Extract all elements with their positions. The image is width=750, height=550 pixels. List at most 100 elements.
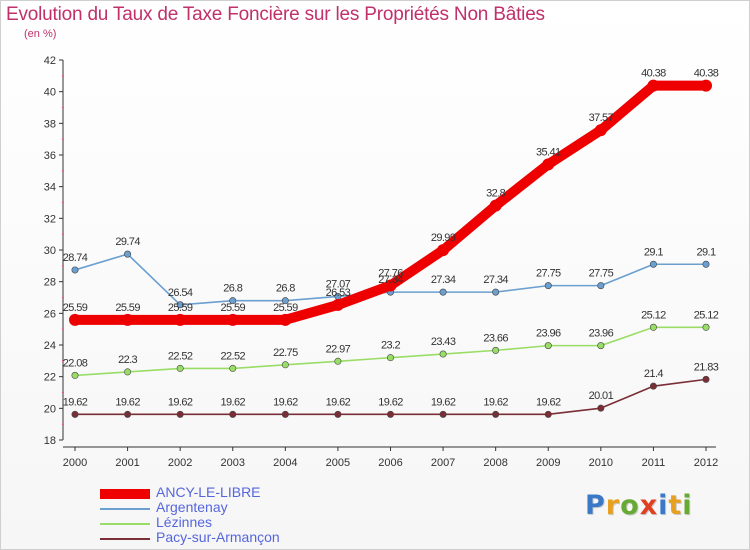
- data-point: [124, 368, 132, 376]
- data-label: 37.57: [589, 112, 614, 124]
- y-minor-tick: [62, 359, 64, 362]
- data-point: [226, 313, 239, 326]
- x-tick-label: 2010: [589, 457, 613, 469]
- x-tick-label: 2008: [483, 457, 507, 469]
- y-tick-label: 40: [44, 87, 56, 99]
- legend-swatch-pacy-sur-armancon: [100, 538, 150, 540]
- data-label: 23.2: [381, 340, 400, 352]
- data-label: 27.75: [589, 268, 614, 280]
- data-point: [334, 410, 342, 418]
- data-point: [439, 410, 447, 418]
- y-tick-label: 32: [44, 213, 56, 225]
- data-point: [279, 313, 292, 326]
- data-point: [334, 357, 342, 365]
- data-point: [176, 364, 184, 372]
- data-label: 27.34: [431, 274, 456, 286]
- data-label: 27.76: [378, 267, 403, 279]
- data-point: [281, 410, 289, 418]
- data-point: [176, 410, 184, 418]
- data-point: [124, 250, 132, 258]
- data-label: 23.96: [589, 328, 614, 340]
- data-label: 19.62: [63, 396, 88, 408]
- logo-letter: i: [682, 490, 693, 521]
- data-label: 25.59: [220, 302, 245, 314]
- x-tick-label: 2007: [431, 457, 455, 469]
- data-label: 25.12: [641, 309, 666, 321]
- data-labels: 25.59 25.59 25.59 25.59 25.59 26.53 27.76 29.99…: [63, 68, 720, 409]
- x-tick-label: 2004: [273, 457, 297, 469]
- logo-letter: P: [585, 490, 606, 521]
- y-minor-tick: [62, 264, 64, 267]
- data-label: 19.62: [168, 396, 193, 408]
- data-point: [597, 282, 605, 290]
- series-lines: [69, 79, 712, 418]
- x-tick-label: 2001: [115, 457, 139, 469]
- data-label: 19.62: [431, 396, 456, 408]
- data-label: 19.62: [378, 396, 403, 408]
- legend-item-ancy-le-libre: ANCY-LE-LIBRE: [100, 484, 320, 501]
- data-point: [437, 244, 450, 257]
- legend-item-argentenay: Argentenay: [100, 499, 320, 516]
- data-point: [492, 410, 500, 418]
- chart-title: Evolution du Taux de Taxe Foncière sur l…: [6, 4, 545, 25]
- x-tick-label: 2011: [642, 457, 666, 469]
- legend-swatch-argentenay: [100, 508, 150, 510]
- x-tick-label: 2005: [326, 457, 350, 469]
- data-label: 19.62: [483, 396, 508, 408]
- data-label: 23.96: [536, 328, 561, 340]
- data-label: 32.8: [486, 188, 505, 200]
- data-point: [647, 79, 660, 92]
- data-point: [71, 371, 79, 379]
- legend-label-argentenay: Argentenay: [156, 499, 228, 515]
- data-point: [69, 313, 81, 326]
- data-point: [386, 410, 394, 418]
- data-point: [649, 382, 657, 390]
- data-point: [702, 260, 710, 268]
- data-point: [71, 266, 79, 274]
- data-label: 29.1: [696, 246, 715, 258]
- x-tick-label: 2012: [694, 457, 718, 469]
- data-label: 25.59: [168, 302, 193, 314]
- data-point: [544, 342, 552, 350]
- data-label: 22.52: [168, 350, 193, 362]
- data-label: 27.34: [378, 274, 403, 286]
- y-tick-label: 36: [44, 150, 56, 162]
- legend-swatch-lezinnes: [100, 523, 150, 525]
- data-label: 23.43: [431, 336, 456, 348]
- data-point: [71, 410, 79, 418]
- y-tick-label: 20: [44, 403, 56, 415]
- data-label: 26.8: [276, 283, 295, 295]
- proxiti-logo: Proxiti: [585, 490, 693, 521]
- data-point: [281, 361, 289, 369]
- data-label: 40.38: [641, 68, 666, 80]
- y-minor-tick: [62, 233, 64, 236]
- data-point: [386, 354, 394, 362]
- y-minor-tick: [62, 423, 64, 426]
- data-label: 20.01: [589, 390, 614, 402]
- data-point: [176, 301, 184, 309]
- logo-letter: r: [605, 490, 621, 521]
- data-label: 26.53: [326, 287, 351, 299]
- logo-letter: t: [668, 490, 683, 521]
- data-point: [702, 375, 710, 383]
- data-point: [489, 199, 502, 212]
- y-tick-label: 24: [44, 340, 56, 352]
- y-minor-tick: [62, 328, 64, 331]
- data-point: [229, 410, 237, 418]
- y-tick-label: 22: [44, 372, 56, 384]
- data-label: 22.3: [118, 354, 137, 366]
- data-point: [597, 404, 605, 412]
- y-tick-label: 42: [44, 55, 56, 67]
- data-label: 19.62: [536, 396, 561, 408]
- legend-label-pacy-sur-armancon: Pacy-sur-Armançon: [156, 529, 280, 545]
- data-label: 19.62: [273, 396, 298, 408]
- legend-swatch-ancy-le-libre: [100, 489, 150, 499]
- legend-item-pacy-sur-armancon: Pacy-sur-Armançon: [100, 529, 320, 546]
- x-tick-label: 2000: [63, 457, 87, 469]
- data-point: [544, 410, 552, 418]
- logo-letter: x: [639, 490, 659, 521]
- data-point: [439, 288, 447, 296]
- data-label: 26.8: [223, 283, 242, 295]
- logo-letter: o: [620, 490, 640, 521]
- data-point: [229, 297, 237, 305]
